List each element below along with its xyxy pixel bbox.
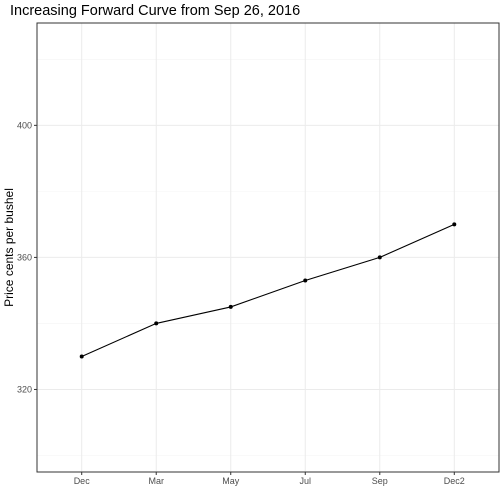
x-tick-label: Mar: [148, 476, 164, 486]
x-tick-label: Jul: [300, 476, 312, 486]
data-point: [377, 255, 382, 260]
chart-title: Increasing Forward Curve from Sep 26, 20…: [10, 3, 300, 19]
data-point: [79, 354, 84, 359]
gridlines: [37, 23, 499, 472]
y-tick-label: 400: [17, 120, 32, 130]
panel-border: [36, 22, 500, 473]
data-point: [303, 278, 308, 283]
axes: 320 360 400 Dec Mar May Jul Sep Dec2: [17, 120, 465, 486]
y-axis-label: Price cents per bushel: [2, 188, 16, 307]
x-tick-label: Dec2: [444, 476, 465, 486]
x-tick-label: May: [222, 476, 240, 486]
series-group: [79, 222, 457, 359]
x-tick-label: Dec: [74, 476, 91, 486]
series-line: [81, 223, 455, 357]
data-point: [154, 321, 159, 326]
data-point: [228, 304, 233, 309]
data-point: [452, 222, 457, 227]
x-tick-label: Sep: [372, 476, 388, 486]
y-tick-label: 360: [17, 252, 32, 262]
y-tick-label: 320: [17, 384, 32, 394]
